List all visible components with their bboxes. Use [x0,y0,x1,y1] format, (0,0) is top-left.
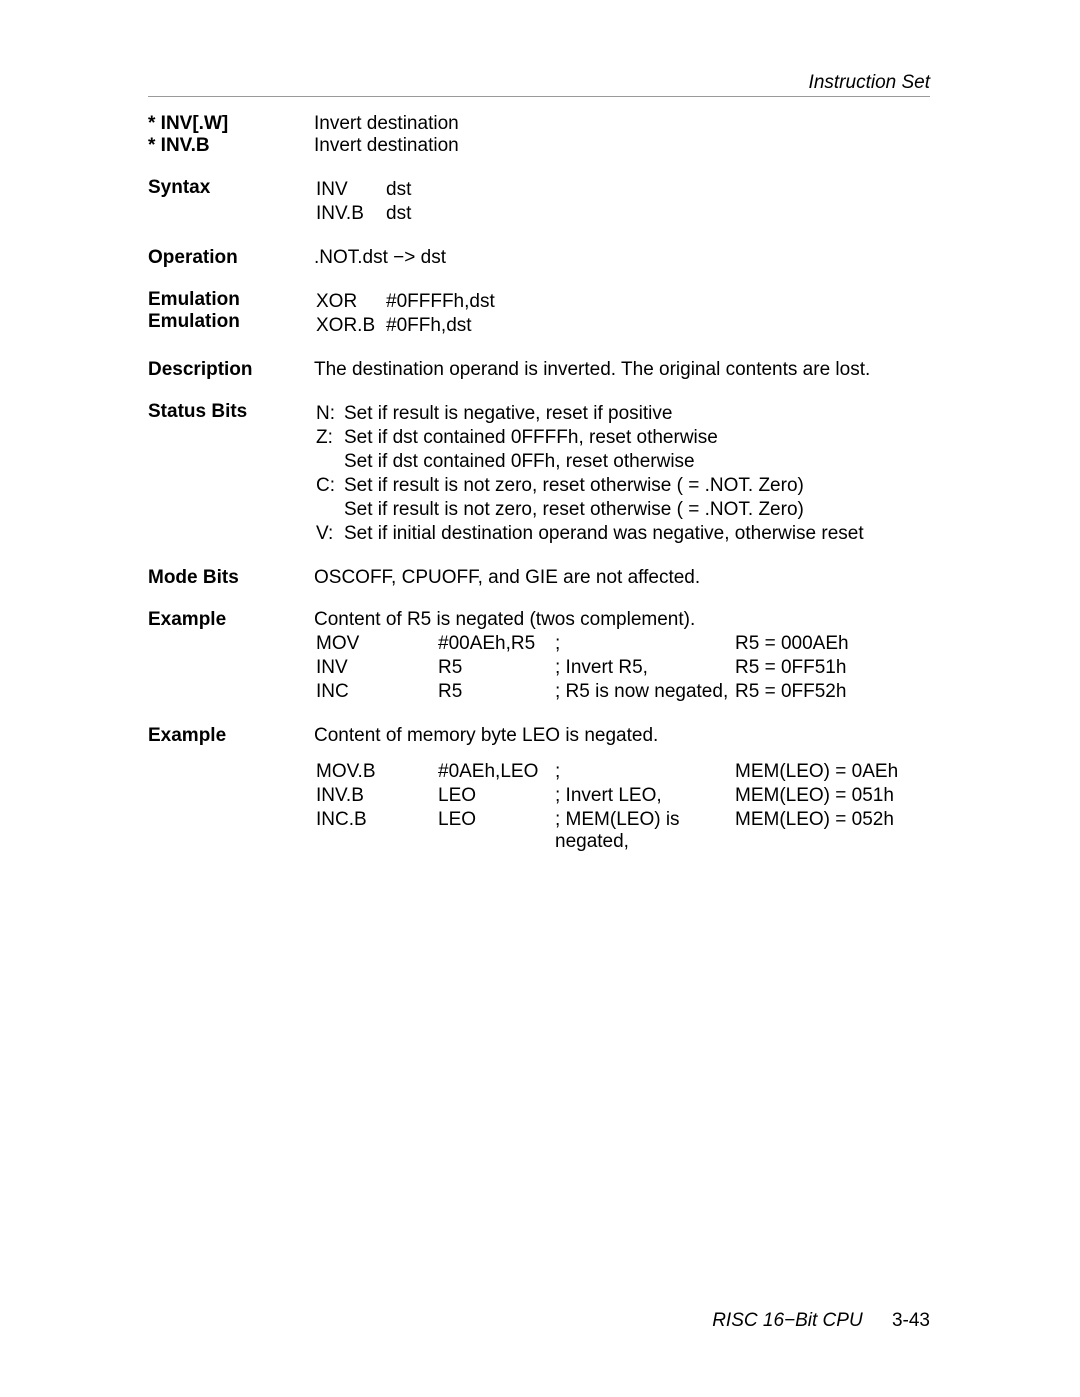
ex2-r3-op: INC.B [316,809,436,853]
ex2-r2-cm: ; Invert LEO, [555,785,733,807]
example2-table: MOV.B #0AEh,LEO ; MEM(LEO) = 0AEh INV.B … [314,759,900,855]
status-v-flag: V: [316,523,342,545]
syntax-r2c1: INV.B [316,203,384,225]
ex1-r2-arg: R5 [438,657,553,679]
ex1-r1-cm: ; [555,633,733,655]
ex2-r1-res: MEM(LEO) = 0AEh [735,761,898,783]
ex2-r1-cm: ; [555,761,733,783]
footer-page: 3-43 [892,1310,930,1331]
page: Instruction Set * INV[.W] * INV.B Invert… [0,0,1080,1397]
row-description: Description The destination operand is i… [148,359,930,381]
emu-label-1: Emulation [148,289,314,311]
status-n-flag: N: [316,403,342,425]
label-operation: Operation [148,247,314,269]
label-example-2: Example [148,725,314,747]
row-statusbits: Status Bits N: Set if result is negative… [148,401,930,547]
ex2-r1-arg: #0AEh,LEO [438,761,553,783]
ex1-r3-op: INC [316,681,436,703]
desc-w: Invert destination [314,113,930,135]
ex1-r1-arg: #00AEh,R5 [438,633,553,655]
body-operation: .NOT.dst −> dst [314,247,930,269]
syntax-table: INV dst INV.B dst [314,177,413,227]
ex2-r1-op: MOV.B [316,761,436,783]
emu-r1c2: #0FFFFh,dst [386,291,495,313]
ex2-r3-res: MEM(LEO) = 052h [735,809,898,853]
ex1-r2-res: R5 = 0FF51h [735,657,849,679]
body-example-2: Content of memory byte LEO is negated. [314,725,930,747]
ex1-r3-res: R5 = 0FF52h [735,681,849,703]
body-description: The destination operand is inverted. The… [314,359,930,381]
example1-intro: Content of R5 is negated (twos complemen… [314,609,930,631]
row-example-2-code: MOV.B #0AEh,LEO ; MEM(LEO) = 0AEh INV.B … [148,759,930,855]
example2-intro: Content of memory byte LEO is negated. [314,725,930,747]
ex1-r1-res: R5 = 000AEh [735,633,849,655]
body-example-1: Content of R5 is negated (twos complemen… [314,609,930,705]
row-emulation: Emulation Emulation XOR #0FFFFh,dst XOR.… [148,289,930,339]
status-table: N: Set if result is negative, reset if p… [314,401,866,547]
label-emulation: Emulation Emulation [148,289,314,339]
body-syntax: INV dst INV.B dst [314,177,930,227]
ex1-r1-op: MOV [316,633,436,655]
row-operation: Operation .NOT.dst −> dst [148,247,930,269]
footer-title: RISC 16−Bit CPU [712,1310,862,1331]
body-example-2-code: MOV.B #0AEh,LEO ; MEM(LEO) = 0AEh INV.B … [314,759,930,855]
instr-w: * INV[.W] [148,113,314,135]
label-col: * INV[.W] * INV.B [148,113,314,157]
row-example-1: Example Content of R5 is negated (twos c… [148,609,930,705]
label-empty [148,759,314,855]
ex2-r3-cm: ; MEM(LEO) is negated, [555,809,733,853]
row-modebits: Mode Bits OSCOFF, CPUOFF, and GIE are no… [148,567,930,589]
instr-b: * INV.B [148,135,314,157]
emu-r1c1: XOR [316,291,384,313]
body-statusbits: N: Set if result is negative, reset if p… [314,401,930,547]
row-instruction-name: * INV[.W] * INV.B Invert destination Inv… [148,113,930,157]
ex1-r3-cm: ; R5 is now negated, [555,681,733,703]
body-modebits: OSCOFF, CPUOFF, and GIE are not affected… [314,567,930,589]
status-z2-flag [316,451,342,473]
emu-r2c1: XOR.B [316,315,384,337]
ex2-r3-arg: LEO [438,809,553,853]
body-col: Invert destination Invert destination [314,113,930,157]
status-c2-flag [316,499,342,521]
status-c2-text: Set if result is not zero, reset otherwi… [344,499,864,521]
ex1-r2-op: INV [316,657,436,679]
syntax-r1c2: dst [386,179,411,201]
header-section-title: Instruction Set [809,72,930,94]
label-syntax: Syntax [148,177,314,227]
content-area: * INV[.W] * INV.B Invert destination Inv… [148,113,930,871]
status-z-flag: Z: [316,427,342,449]
label-modebits: Mode Bits [148,567,314,589]
syntax-r2c2: dst [386,203,411,225]
label-example-1: Example [148,609,314,705]
syntax-r1c1: INV [316,179,384,201]
desc-b: Invert destination [314,135,930,157]
ex1-r3-arg: R5 [438,681,553,703]
status-z2-text: Set if dst contained 0FFh, reset otherwi… [344,451,864,473]
body-emulation: XOR #0FFFFh,dst XOR.B #0FFh,dst [314,289,930,339]
header-rule [148,96,930,97]
row-example-2: Example Content of memory byte LEO is ne… [148,725,930,747]
ex2-r2-arg: LEO [438,785,553,807]
emu-label-2: Emulation [148,311,314,333]
emulation-table: XOR #0FFFFh,dst XOR.B #0FFh,dst [314,289,497,339]
status-v-text: Set if initial destination operand was n… [344,523,864,545]
label-description: Description [148,359,314,381]
status-c-flag: C: [316,475,342,497]
status-c-text: Set if result is not zero, reset otherwi… [344,475,864,497]
label-statusbits: Status Bits [148,401,314,547]
row-syntax: Syntax INV dst INV.B dst [148,177,930,227]
ex2-r2-res: MEM(LEO) = 051h [735,785,898,807]
ex2-r2-op: INV.B [316,785,436,807]
example1-table: MOV #00AEh,R5 ; R5 = 000AEh INV R5 ; Inv… [314,631,851,705]
emu-r2c2: #0FFh,dst [386,315,495,337]
status-n-text: Set if result is negative, reset if posi… [344,403,864,425]
status-z-text: Set if dst contained 0FFFFh, reset other… [344,427,864,449]
ex1-r2-cm: ; Invert R5, [555,657,733,679]
page-footer: RISC 16−Bit CPU 3-43 [712,1310,930,1332]
